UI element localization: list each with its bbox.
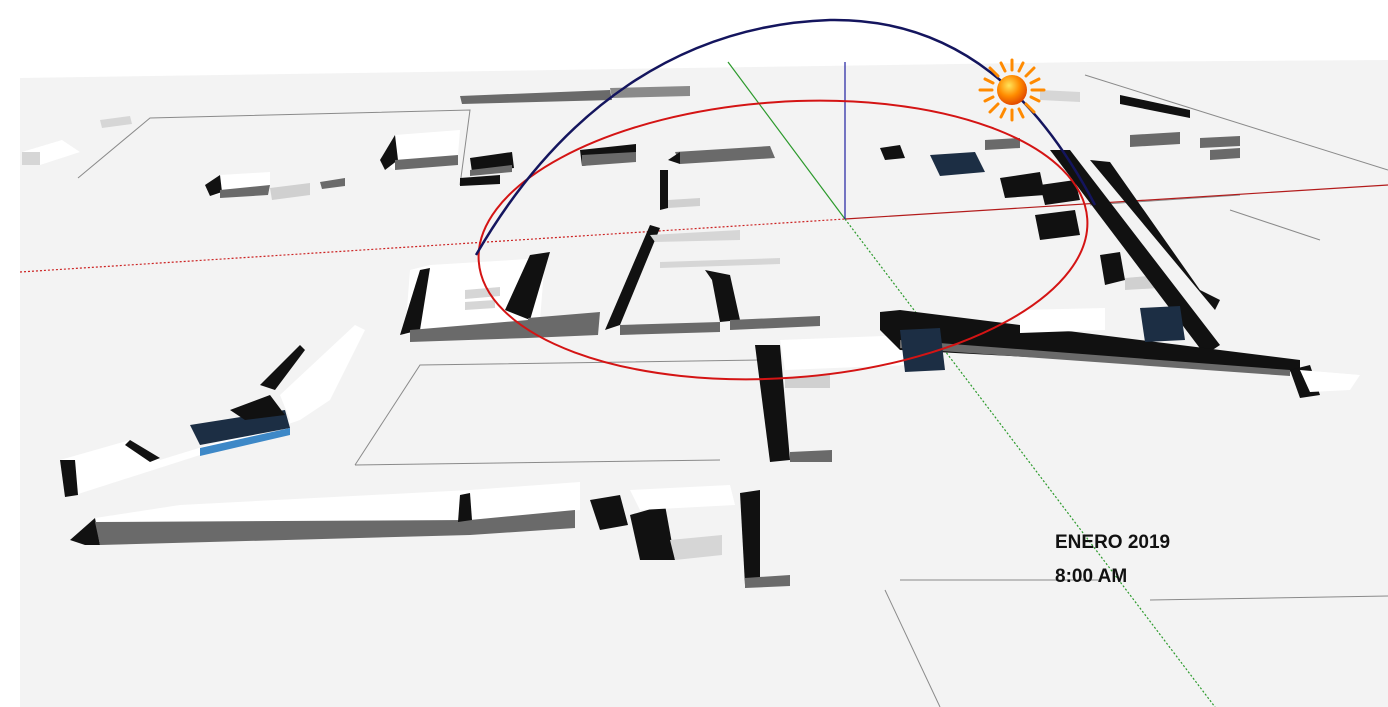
lot-outlines xyxy=(77,74,1388,707)
sun-icon xyxy=(978,58,1046,122)
date-time-caption: ENERO 2019 8:00 AM xyxy=(1055,526,1255,594)
time-label: 8:00 AM xyxy=(1055,566,1128,587)
green-axis-solid xyxy=(727,61,846,220)
red-axis-solid xyxy=(844,184,1388,220)
red-axis-dotted xyxy=(19,218,846,273)
axes xyxy=(19,61,1388,707)
month-year-label: ENERO 2019 xyxy=(1055,532,1171,553)
buildings xyxy=(22,86,1360,588)
sun-horizon-circle xyxy=(477,99,1089,381)
